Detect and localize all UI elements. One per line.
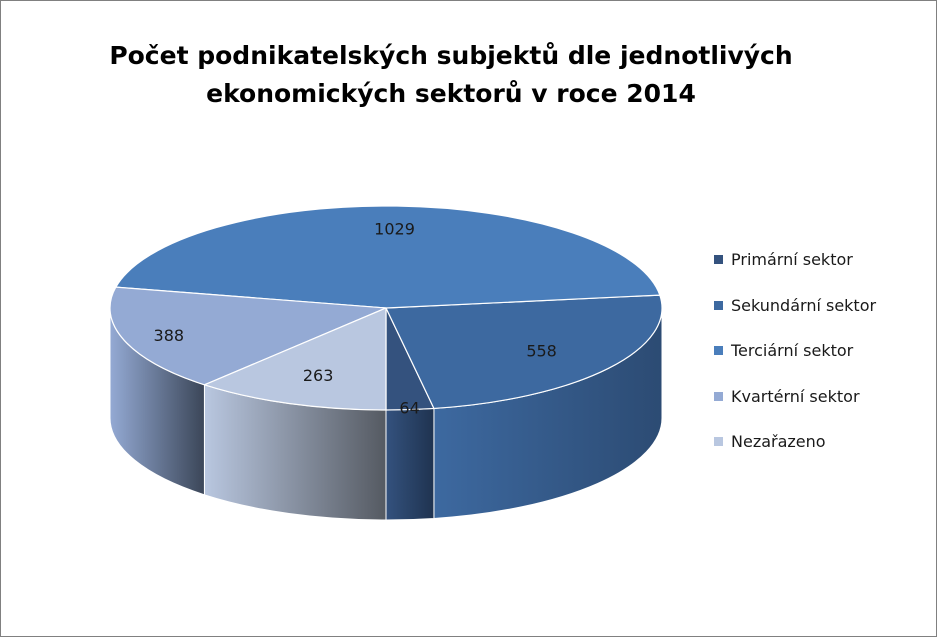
legend-label: Terciární sektor [731,341,854,361]
pie-slice-1 [385,294,663,410]
legend-label: Kvartérní sektor [731,386,860,406]
legend-swatch [714,437,723,447]
pie-side-walls [109,307,663,521]
legend-item-primarni: Primární sektor [714,237,876,283]
pie-side-0 [385,407,435,521]
legend-label: Nezařazeno [731,432,826,452]
data-label-1: 558 [526,341,557,360]
data-label-2: 1029 [374,220,415,239]
legend-swatch [714,300,723,310]
data-label-3: 388 [154,326,185,345]
legend-swatch [714,391,723,401]
legend-label: Primární sektor [731,250,853,270]
data-label-0: 64 [399,399,419,418]
data-label-4: 263 [303,366,334,385]
legend-item-terciarni: Terciární sektor [714,328,876,374]
legend-item-sekundarni: Sekundární sektor [714,283,876,329]
legend-item-nezarazeno: Nezařazeno [714,419,876,465]
chart-title-line-1: Počet podnikatelských subjektů dle jedno… [109,41,793,70]
chart-title: Počet podnikatelských subjektů dle jedno… [101,37,801,113]
legend-swatch [714,346,723,356]
pie-top-faces [109,205,663,411]
legend: Primární sektor Sekundární sektor Terciá… [714,237,876,465]
pie-slice-3 [109,286,387,386]
pie-slice-2 [115,205,661,309]
legend-swatch [714,255,723,265]
pie-data-labels: 64 558 1029 388 263 [154,220,557,418]
chart-title-line-2: ekonomických sektorů v roce 2014 [206,79,696,108]
pie-slice-4 [203,307,387,411]
legend-label: Sekundární sektor [731,295,877,315]
legend-item-kvarterni: Kvartérní sektor [714,374,876,420]
